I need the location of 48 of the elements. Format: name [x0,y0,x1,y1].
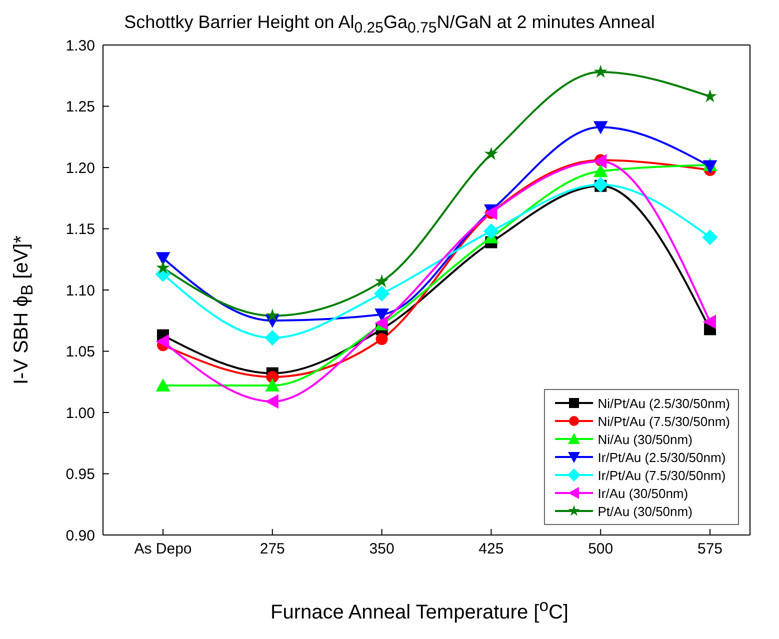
legend-label: Ni/Au (30/50nm) [598,432,692,446]
x-axis-title: Furnace Anneal Temperature [$^{o}$C] [270,596,570,625]
point [374,308,389,322]
legend-label: Ir/Pt/Au (7.5/30/50nm) [598,468,726,482]
point [703,89,717,102]
point [266,308,280,322]
x-tick-label: 350 [369,540,394,558]
x-tick-label: 425 [478,540,504,558]
legend-label: Ni/Pt/Au (7.5/30/50nm) [598,414,730,428]
legend-label: Ir/Pt/Au (2.5/30/50nm) [598,450,726,464]
y-tick-label: 0.90 [66,527,95,544]
point [376,333,388,345]
x-tick-label: 500 [588,540,614,558]
x-tick-label: As Depo [134,540,192,558]
point [593,164,608,178]
y-tick-label: 1.30 [66,37,95,54]
point [702,230,718,246]
y-tick-label: 1.20 [66,160,95,177]
point [592,176,608,192]
point [702,160,718,174]
point [265,378,280,392]
point [156,260,170,274]
point [702,314,716,330]
legend-label: Ir/Au (30/50nm) [598,486,688,500]
point [266,370,278,383]
point [265,394,278,409]
point [156,378,170,392]
y-tick-label: 1.05 [66,344,95,361]
point [593,121,608,134]
point [264,330,280,346]
point [594,64,608,78]
y-tick-label: 1.00 [66,404,95,422]
x-tick-label: 275 [260,540,285,558]
point [484,146,498,160]
point [483,223,499,239]
point [593,154,607,169]
y-tick-label: 1.15 [66,221,95,238]
point [156,334,169,349]
chart-title: Schottky Barrier Height on Al$_{0.25}$Ga$_{0.75}$N/GaN at 2 minutes Anneal [123,12,656,37]
y-tick-label: 1.25 [66,98,95,116]
point [374,286,390,302]
x-tick-label: 575 [697,540,723,558]
point [156,252,170,266]
y-tick-label: 0.95 [66,466,95,484]
legend-label: Pt/Au (30/50nm) [598,504,692,518]
legend-label: Ni/Pt/Au (2.5/30/50nm) [598,396,730,410]
point [374,274,389,288]
y-tick-label: 1.10 [66,282,95,300]
